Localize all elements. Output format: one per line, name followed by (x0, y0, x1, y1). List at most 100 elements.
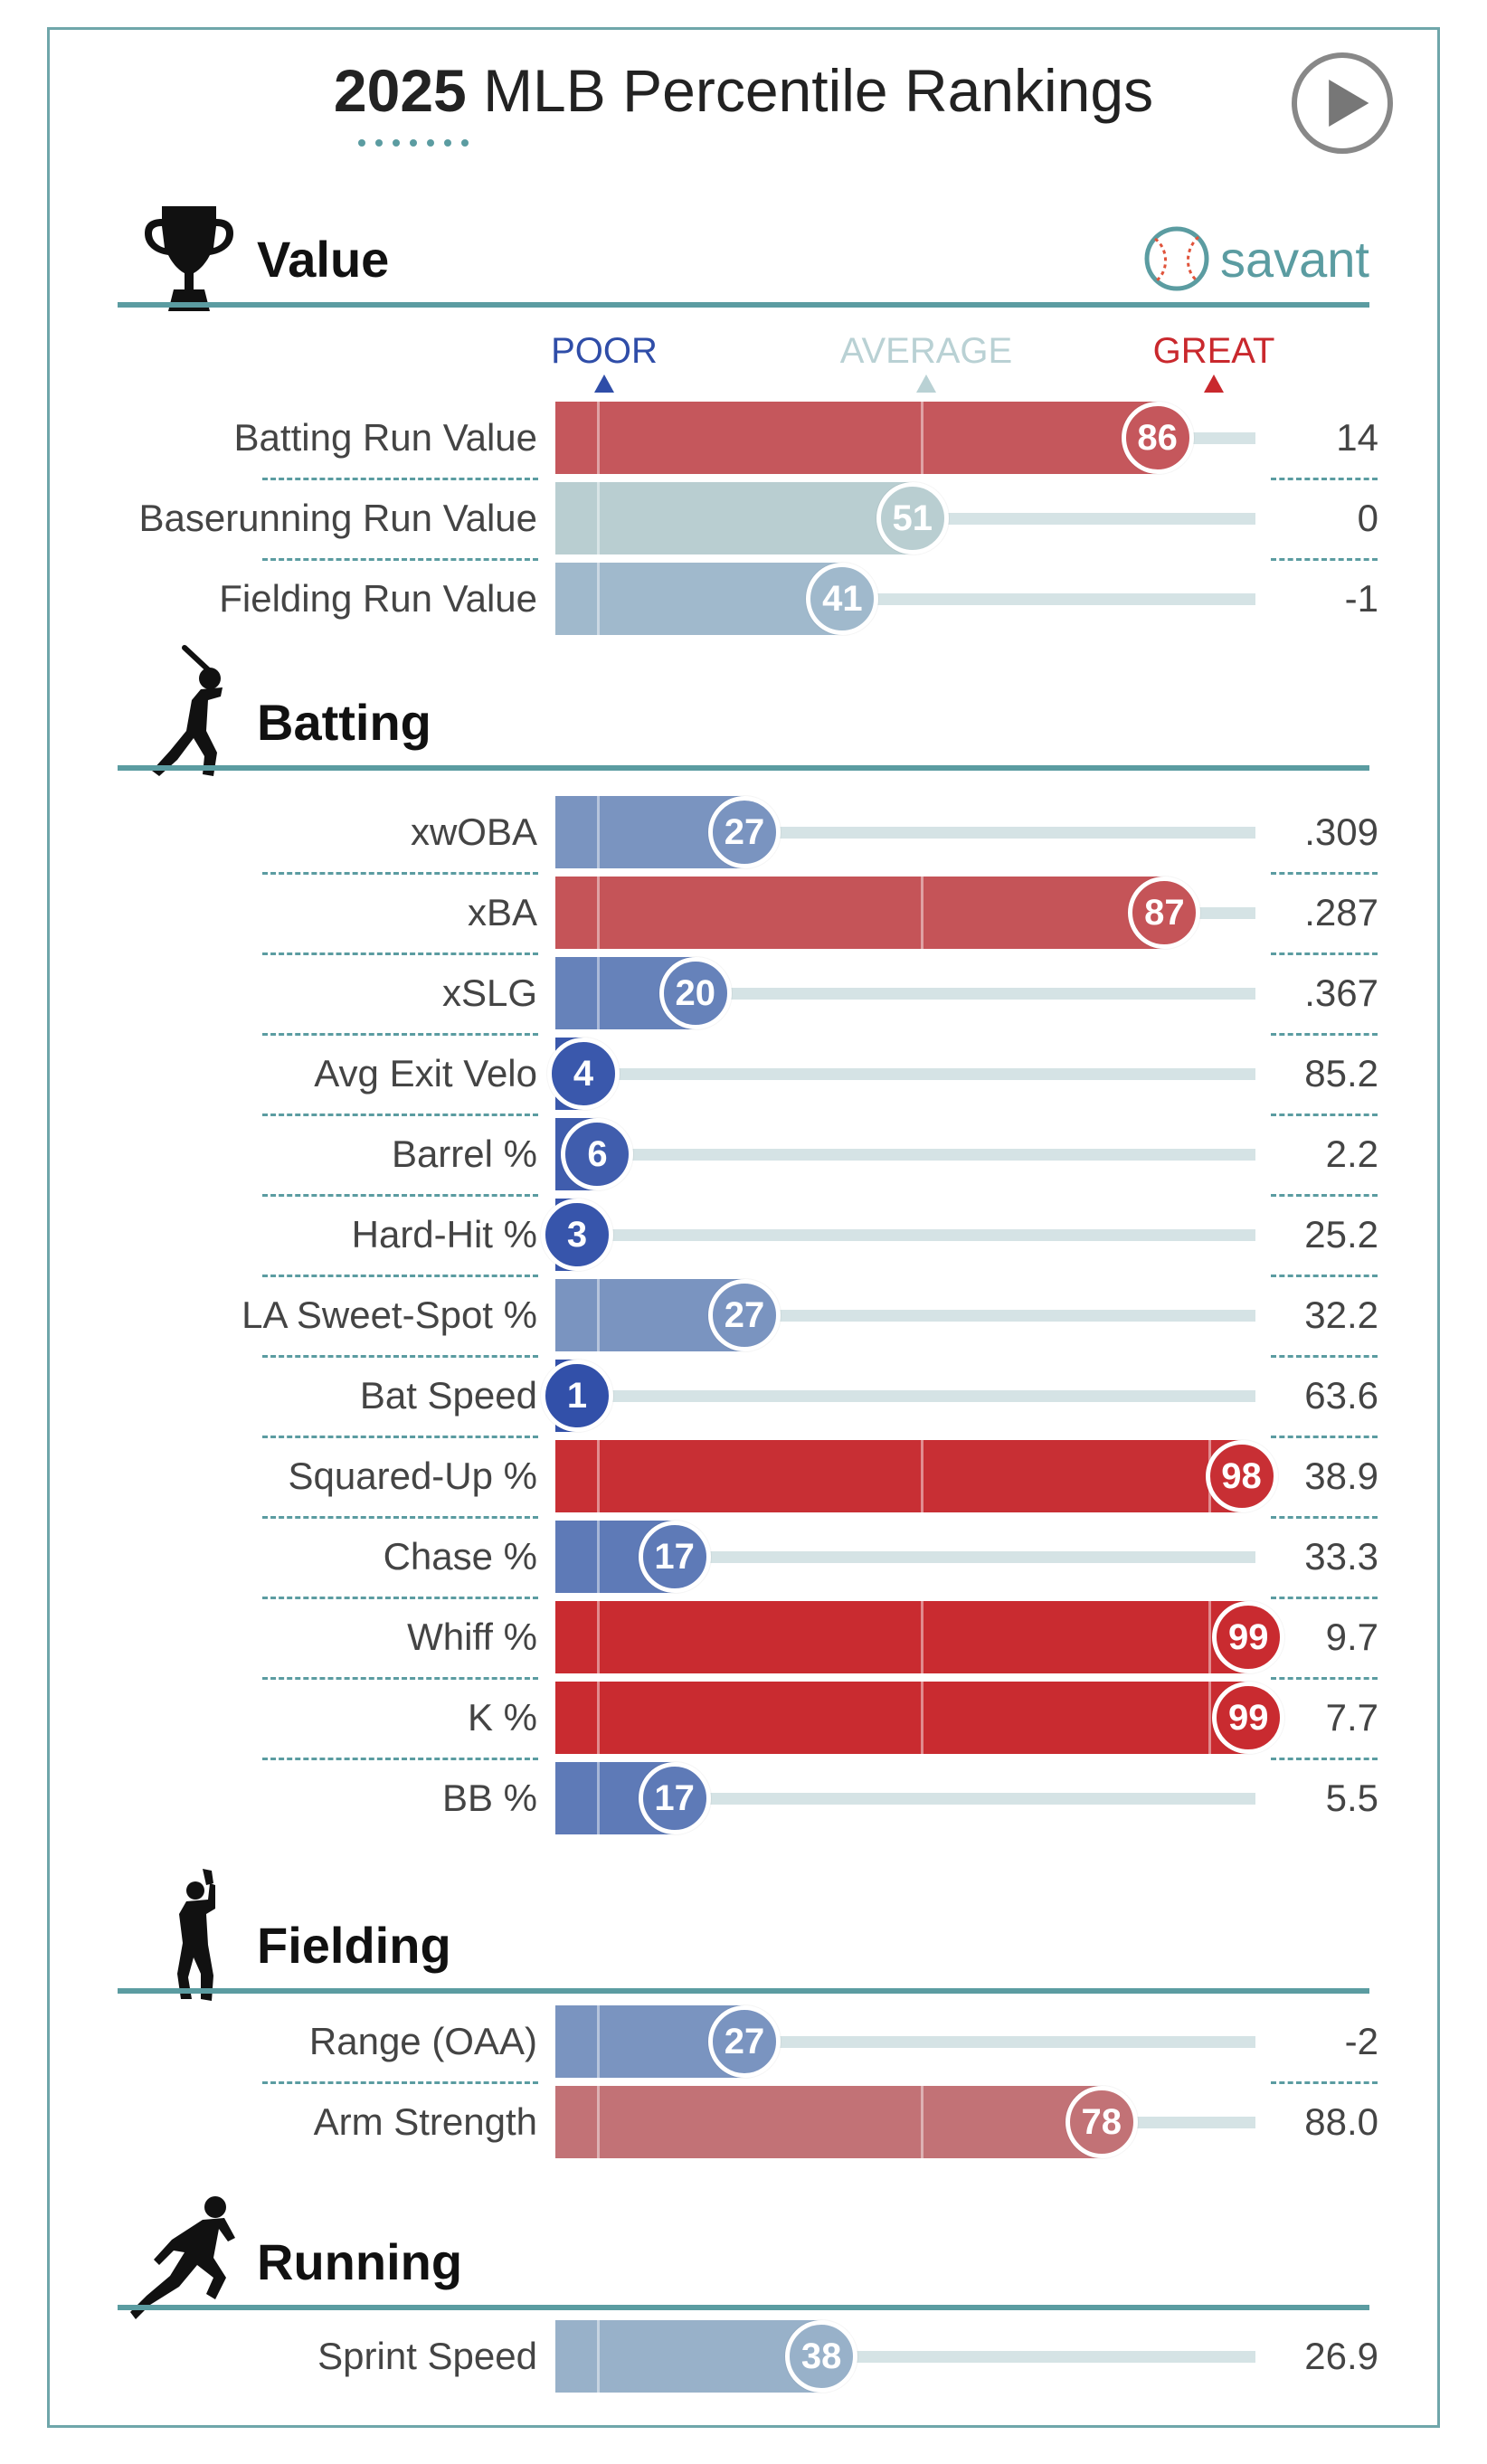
bar-gridline (597, 1682, 600, 1754)
metric-row[interactable]: Baserunning Run Value 51 0 (0, 482, 1487, 563)
percentile-marker: 3 (541, 1199, 613, 1271)
metric-row[interactable]: xBA 87 .287 (0, 877, 1487, 957)
row-divider (262, 1597, 538, 1599)
bar-gridline (597, 1440, 600, 1512)
metric-value: 26.9 (1304, 2335, 1378, 2377)
percentile-bar (555, 1440, 1242, 1512)
percentile-track (555, 1068, 1255, 1080)
bar-gridline (921, 877, 923, 949)
metric-row[interactable]: K % 99 7.7 (0, 1682, 1487, 1762)
metric-row[interactable]: Hard-Hit % 3 25.2 (0, 1199, 1487, 1279)
metric-value: 33.3 (1304, 1535, 1378, 1578)
percentile-bar (555, 877, 1165, 949)
metric-row[interactable]: Arm Strength 78 88.0 (0, 2086, 1487, 2166)
metric-row[interactable]: xSLG 20 .367 (0, 957, 1487, 1038)
metric-value: 32.2 (1304, 1294, 1378, 1336)
metric-label: K % (467, 1696, 537, 1739)
metric-row[interactable]: Batting Run Value 86 14 (0, 402, 1487, 482)
scale-poor-label: POOR (551, 331, 658, 371)
scale-poor-arrow (594, 374, 614, 393)
percentile-marker: 41 (806, 563, 879, 635)
metric-label: Batting Run Value (233, 416, 537, 459)
bar-gridline (597, 2005, 600, 2078)
row-divider (1271, 1758, 1378, 1760)
section-rule (118, 2305, 1369, 2310)
play-icon (1329, 80, 1369, 127)
bar-gridline (597, 2086, 600, 2158)
metric-value: 5.5 (1325, 1777, 1378, 1819)
percentile-marker: 38 (785, 2320, 858, 2393)
row-divider (1271, 952, 1378, 955)
metric-value: 2.2 (1325, 1132, 1378, 1175)
runner-icon (130, 2196, 235, 2319)
metric-label: Avg Exit Velo (314, 1052, 537, 1095)
percentile-marker: 4 (546, 1038, 620, 1110)
metric-label: xSLG (441, 971, 537, 1014)
bar-gridline (597, 1601, 600, 1673)
play-button[interactable] (1292, 52, 1393, 154)
metric-label: Whiff % (407, 1616, 537, 1658)
metric-row[interactable]: LA Sweet-Spot % 27 32.2 (0, 1279, 1487, 1360)
metric-value: 63.6 (1304, 1374, 1378, 1417)
percentile-bar (555, 1601, 1249, 1673)
percentile-marker: 99 (1212, 1682, 1285, 1754)
metric-row[interactable]: Whiff % 99 9.7 (0, 1601, 1487, 1682)
scale-great-arrow (1204, 374, 1224, 393)
row-divider (1271, 1275, 1378, 1277)
percentile-marker: 78 (1065, 2086, 1138, 2158)
metric-row[interactable]: Barrel % 6 2.2 (0, 1118, 1487, 1199)
metric-label: xBA (467, 891, 537, 933)
row-divider (1271, 558, 1378, 561)
bar-gridline (921, 1440, 923, 1512)
title-text: MLB Percentile Rankings (466, 57, 1154, 124)
metric-row[interactable]: Range (OAA) 27 -2 (0, 2005, 1487, 2086)
metric-label: Barrel % (391, 1132, 537, 1175)
row-divider (262, 1194, 538, 1197)
percentile-track (555, 1390, 1255, 1402)
fielder-icon (177, 1869, 215, 2001)
percentile-marker: 17 (638, 1762, 711, 1834)
baseball-icon (1144, 226, 1209, 291)
row-divider (262, 1677, 538, 1680)
bar-gridline (921, 2086, 923, 2158)
title-year: 2025 (333, 57, 467, 124)
scale-great-label: GREAT (1152, 331, 1275, 371)
bar-gridline (597, 563, 600, 635)
percentile-marker: 98 (1205, 1440, 1278, 1512)
percentile-marker: 27 (707, 2005, 781, 2078)
bar-gridline (921, 402, 923, 474)
metric-row[interactable]: Avg Exit Velo 4 85.2 (0, 1038, 1487, 1118)
page-title: 2025 MLB Percentile Rankings (0, 56, 1487, 125)
bar-gridline (1208, 1682, 1211, 1754)
title-underline-dots (358, 139, 485, 148)
metric-value: 9.7 (1325, 1616, 1378, 1658)
section-rule (118, 302, 1369, 308)
metric-row[interactable]: Chase % 17 33.3 (0, 1521, 1487, 1601)
metric-label: Squared-Up % (288, 1455, 537, 1497)
row-divider (262, 1355, 538, 1358)
percentile-track (555, 1793, 1255, 1805)
metric-row[interactable]: Bat Speed 1 63.6 (0, 1360, 1487, 1440)
metric-value: 38.9 (1304, 1455, 1378, 1497)
metric-value: 14 (1336, 416, 1378, 459)
bar-gridline (1208, 1601, 1211, 1673)
row-divider (1271, 1114, 1378, 1116)
metric-row[interactable]: xwOBA 27 .309 (0, 796, 1487, 877)
savant-logo[interactable]: savant (1142, 224, 1369, 293)
bar-gridline (597, 402, 600, 474)
row-divider (262, 952, 538, 955)
bar-gridline (597, 1521, 600, 1593)
bar-gridline (597, 1279, 600, 1351)
percentile-marker: 51 (876, 482, 949, 554)
metric-label: Sprint Speed (317, 2335, 537, 2377)
row-divider (262, 558, 538, 561)
row-divider (1271, 1194, 1378, 1197)
percentile-marker: 6 (561, 1118, 634, 1190)
metric-value: 88.0 (1304, 2100, 1378, 2143)
metric-row[interactable]: Sprint Speed 38 26.9 (0, 2320, 1487, 2401)
metric-row[interactable]: Squared-Up % 98 38.9 (0, 1440, 1487, 1521)
metric-row[interactable]: BB % 17 5.5 (0, 1762, 1487, 1843)
bar-gridline (597, 2320, 600, 2393)
section-title: Fielding (257, 1917, 451, 1974)
metric-row[interactable]: Fielding Run Value 41 -1 (0, 563, 1487, 643)
